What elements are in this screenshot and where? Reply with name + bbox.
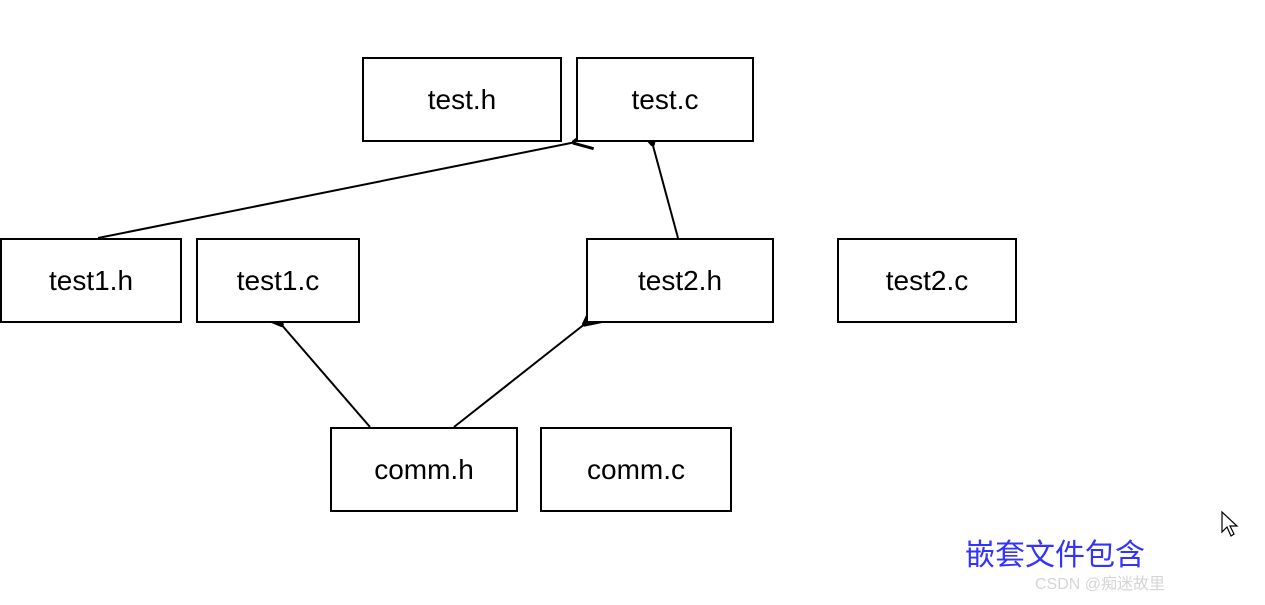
watermark-text: CSDN @痴迷故里 (1035, 576, 1165, 593)
diagram-caption: 嵌套文件包含 (965, 530, 1145, 574)
node-test_h: test.h (362, 57, 562, 142)
edge-comm_h-to-test2_h (454, 323, 586, 427)
node-label: test2.h (638, 265, 722, 297)
caption-text: 嵌套文件包含 (965, 539, 1145, 572)
node-test2_h: test2.h (586, 238, 774, 323)
node-test1_c: test1.c (196, 238, 360, 323)
node-test2_c: test2.c (837, 238, 1017, 323)
node-test1_h: test1.h (0, 238, 182, 323)
edge-test2_h-to-test_c (652, 142, 678, 238)
node-test_c: test.c (576, 57, 754, 142)
node-label: test.c (632, 84, 699, 116)
cursor-icon (1220, 510, 1240, 543)
edge-test1_h-to-test_c (98, 142, 576, 238)
node-comm_h: comm.h (330, 427, 518, 512)
node-label: test1.c (237, 265, 319, 297)
node-label: test.h (428, 84, 496, 116)
node-label: comm.h (374, 454, 474, 486)
node-label: comm.c (587, 454, 685, 486)
node-comm_c: comm.c (540, 427, 732, 512)
edge-comm_h-to-test1_c (280, 323, 370, 427)
node-label: test1.h (49, 265, 133, 297)
node-label: test2.c (886, 265, 968, 297)
watermark: CSDN @痴迷故里 (1035, 570, 1165, 594)
